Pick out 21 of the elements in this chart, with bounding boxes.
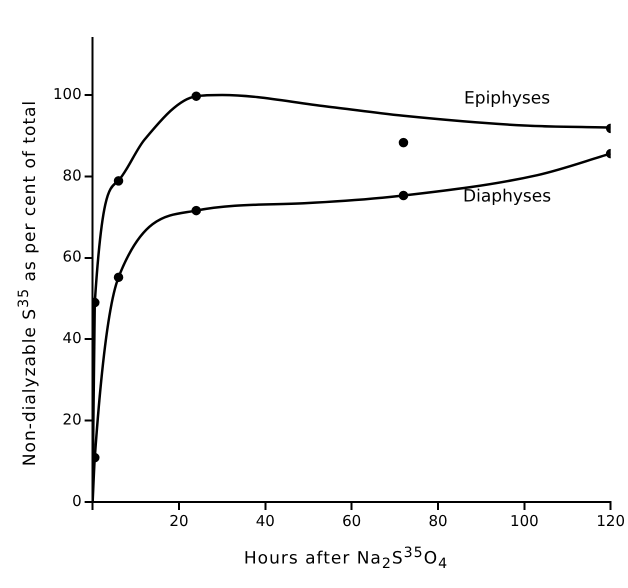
point [114,272,124,282]
y-tick-label: 60 [62,248,82,266]
point [191,206,201,216]
y-tick-label: 20 [62,410,82,428]
y-tick-label: 100 [52,84,82,103]
y-tick-label: 40 [62,329,82,348]
series-label: Diaphyses [463,186,552,206]
x-tick-label: 100 [510,512,539,530]
x-tick-label: 120 [596,512,626,530]
point [398,190,408,200]
x-tick-label: 80 [428,512,448,530]
point [191,91,201,101]
x-tick-label: 20 [169,512,189,530]
series-label: Epiphyses [464,88,550,109]
x-tick-label: 60 [342,512,362,530]
point [114,176,124,186]
y-tick-label: 0 [72,492,82,510]
y-tick-label: 80 [62,166,82,184]
point [398,138,408,148]
x-axis-title: Hours after Na$_{2}$S$^{35}$O$_{4}$ [242,545,450,572]
x-tick-label: 40 [256,512,275,530]
